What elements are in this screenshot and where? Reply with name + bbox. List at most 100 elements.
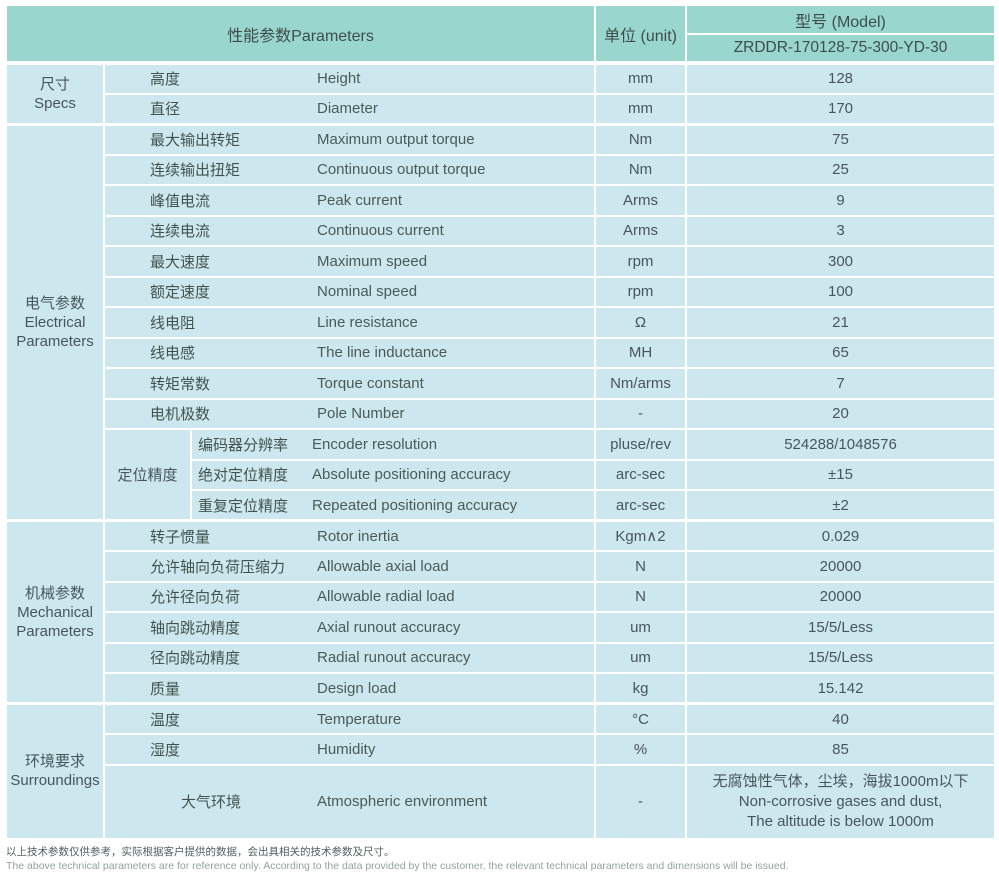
param-cell: 高度 Height <box>102 61 597 95</box>
param-cell: 连续电流 Continuous current <box>102 214 597 247</box>
value-cell: 7 <box>685 367 997 400</box>
param-cell: 大气环境 Atmospheric environment <box>102 763 597 840</box>
unit-cell: Ω <box>594 306 688 339</box>
table-row: 轴向跳动精度 Axial runout accuracy um 15/5/Les… <box>6 611 997 644</box>
unit-cell: um <box>594 611 688 644</box>
param-name-zh: 编码器分辨率 <box>198 436 289 454</box>
header-model: 型号 (Model) <box>685 4 997 35</box>
atmos-line-1: 无腐蚀性气体，尘埃，海拔1000m以下 <box>712 772 969 790</box>
param-name-zh: 连续输出扭矩 <box>150 162 241 180</box>
param-cell: 允许径向负荷 Allowable radial load <box>102 580 597 613</box>
param-name-en: Humidity <box>317 740 376 758</box>
header-row-model-value: ZRDDR-170128-75-300-YD-30 <box>6 33 997 64</box>
value-cell: 300 <box>685 245 997 278</box>
param-name-zh: 峰值电流 <box>150 192 211 210</box>
param-name-en: Encoder resolution <box>312 435 438 453</box>
header-unit: 单位 (unit) <box>594 4 688 64</box>
param-name-en: Absolute positioning accuracy <box>312 466 511 484</box>
param-cell: 峰值电流 Peak current <box>102 184 597 217</box>
header-row: 性能参数Parameters 单位 (unit) 型号 (Model) <box>4 4 997 64</box>
section-name-zh: 环境要求 <box>24 753 85 771</box>
param-name-zh: 湿度 <box>150 741 181 759</box>
header-parameters: 性能参数Parameters <box>4 4 597 64</box>
unit-cell: % <box>594 733 688 766</box>
unit-cell: Nm/arms <box>594 367 688 400</box>
section-name-zh: 机械参数 <box>24 584 85 602</box>
param-name-en: Rotor inertia <box>317 527 399 545</box>
unit-cell: kg <box>594 672 688 705</box>
param-name-zh: 转子惯量 <box>150 528 211 546</box>
section-label-surroundings: 环境要求 Surroundings <box>5 702 105 840</box>
unit-cell: Nm <box>594 153 688 186</box>
param-name-en: Maximum speed <box>317 252 428 270</box>
param-name-en: Allowable axial load <box>317 557 449 575</box>
section-label-mechanical: 机械参数 Mechanical Parameters <box>5 519 105 705</box>
unit-cell: um <box>594 641 688 674</box>
unit-cell: mm <box>594 92 688 125</box>
param-cell: 允许轴向负荷压缩力 Allowable axial load <box>102 550 597 583</box>
param-name-en: The line inductance <box>317 344 448 362</box>
table-row: 转矩常数 Torque constant Nm/arms 7 <box>6 367 997 400</box>
param-name-en: Maximum output torque <box>317 131 475 148</box>
value-cell: 85 <box>685 733 997 766</box>
param-cell: 编码器分辨率 Encoder resolution <box>189 428 597 461</box>
section-label-electrical: 电气参数 Electrical Parameters <box>5 122 105 522</box>
header-model-value: ZRDDR-170128-75-300-YD-30 <box>685 33 997 64</box>
table-row-atmospheric: 大气环境 Atmospheric environment - 无腐蚀性气体，尘埃… <box>6 763 997 840</box>
table-row: 连续电流 Continuous current Arms 3 <box>6 214 997 247</box>
unit-cell: Arms <box>594 214 688 247</box>
unit-cell: pluse/rev <box>594 428 688 461</box>
value-cell: 20 <box>685 397 997 430</box>
param-name-zh: 转矩常数 <box>150 375 211 393</box>
param-cell: 转子惯量 Rotor inertia <box>102 519 597 552</box>
value-cell-atmospheric: 无腐蚀性气体，尘埃，海拔1000m以下 Non-corrosive gases … <box>685 763 997 840</box>
table-row: 允许径向负荷 Allowable radial load N 20000 <box>6 580 997 613</box>
footnote-en: The above technical parameters are for r… <box>6 859 789 872</box>
table-row: 电机极数 Pole Number - 20 <box>6 397 997 430</box>
param-name-zh: 允许径向负荷 <box>150 589 241 607</box>
param-cell: 连续输出扭矩 Continuous output torque <box>102 153 597 186</box>
spec-table: 性能参数Parameters 单位 (unit) 型号 (Model) ZRDD… <box>4 4 997 840</box>
unit-cell: °C <box>594 702 688 735</box>
table-row: 允许轴向负荷压缩力 Allowable axial load N 20000 <box>6 550 997 583</box>
unit-cell: Kgm∧2 <box>594 519 688 552</box>
param-cell: 质量 Design load <box>102 672 597 705</box>
value-cell: 0.029 <box>685 519 997 552</box>
value-cell: 100 <box>685 275 997 308</box>
section-name-zh: 尺寸 <box>39 75 70 93</box>
value-cell: 15/5/Less <box>685 611 997 644</box>
param-name-en: Diameter <box>317 100 378 117</box>
value-cell: 3 <box>685 214 997 247</box>
value-cell: 20000 <box>685 550 997 583</box>
param-name-zh: 额定速度 <box>150 284 211 302</box>
param-cell: 最大速度 Maximum speed <box>102 245 597 278</box>
param-name-en: Axial runout accuracy <box>317 618 461 636</box>
unit-cell: MH <box>594 336 688 369</box>
table-row: 峰值电流 Peak current Arms 9 <box>6 184 997 217</box>
table-row: 连续输出扭矩 Continuous output torque Nm 25 <box>6 153 997 186</box>
param-name-zh: 高度 <box>150 71 181 89</box>
param-cell: 温度 Temperature <box>102 702 597 735</box>
section-name-en: Specs <box>34 94 76 112</box>
param-name-en: Torque constant <box>317 374 424 392</box>
table-row: 直径 Diameter mm 170 <box>6 92 997 125</box>
table-row: 湿度 Humidity % 85 <box>6 733 997 766</box>
value-cell: 20000 <box>685 580 997 613</box>
param-cell: 最大输出转矩 Maximum output torque <box>102 122 597 156</box>
unit-cell: mm <box>594 61 688 95</box>
param-cell: 线电感 The line inductance <box>102 336 597 369</box>
table-row: 定位精度 编码器分辨率 Encoder resolution pluse/rev… <box>6 428 997 522</box>
value-cell: 15.142 <box>685 672 997 705</box>
value-cell: 15/5/Less <box>685 641 997 674</box>
param-name-en: Pole Number <box>317 405 405 423</box>
param-cell: 电机极数 Pole Number <box>102 397 597 430</box>
value-cell: 524288/1048576 <box>685 428 997 461</box>
unit-cell: Arms <box>594 184 688 217</box>
param-name-zh: 温度 <box>150 711 181 729</box>
value-cell: 25 <box>685 153 997 186</box>
param-cell: 重复定位精度 Repeated positioning accuracy <box>189 489 597 522</box>
table-row: 最大速度 Maximum speed rpm 300 <box>6 245 997 278</box>
atmos-line-3: The altitude is below 1000m <box>747 812 934 830</box>
param-name-en: Continuous current <box>317 222 444 240</box>
